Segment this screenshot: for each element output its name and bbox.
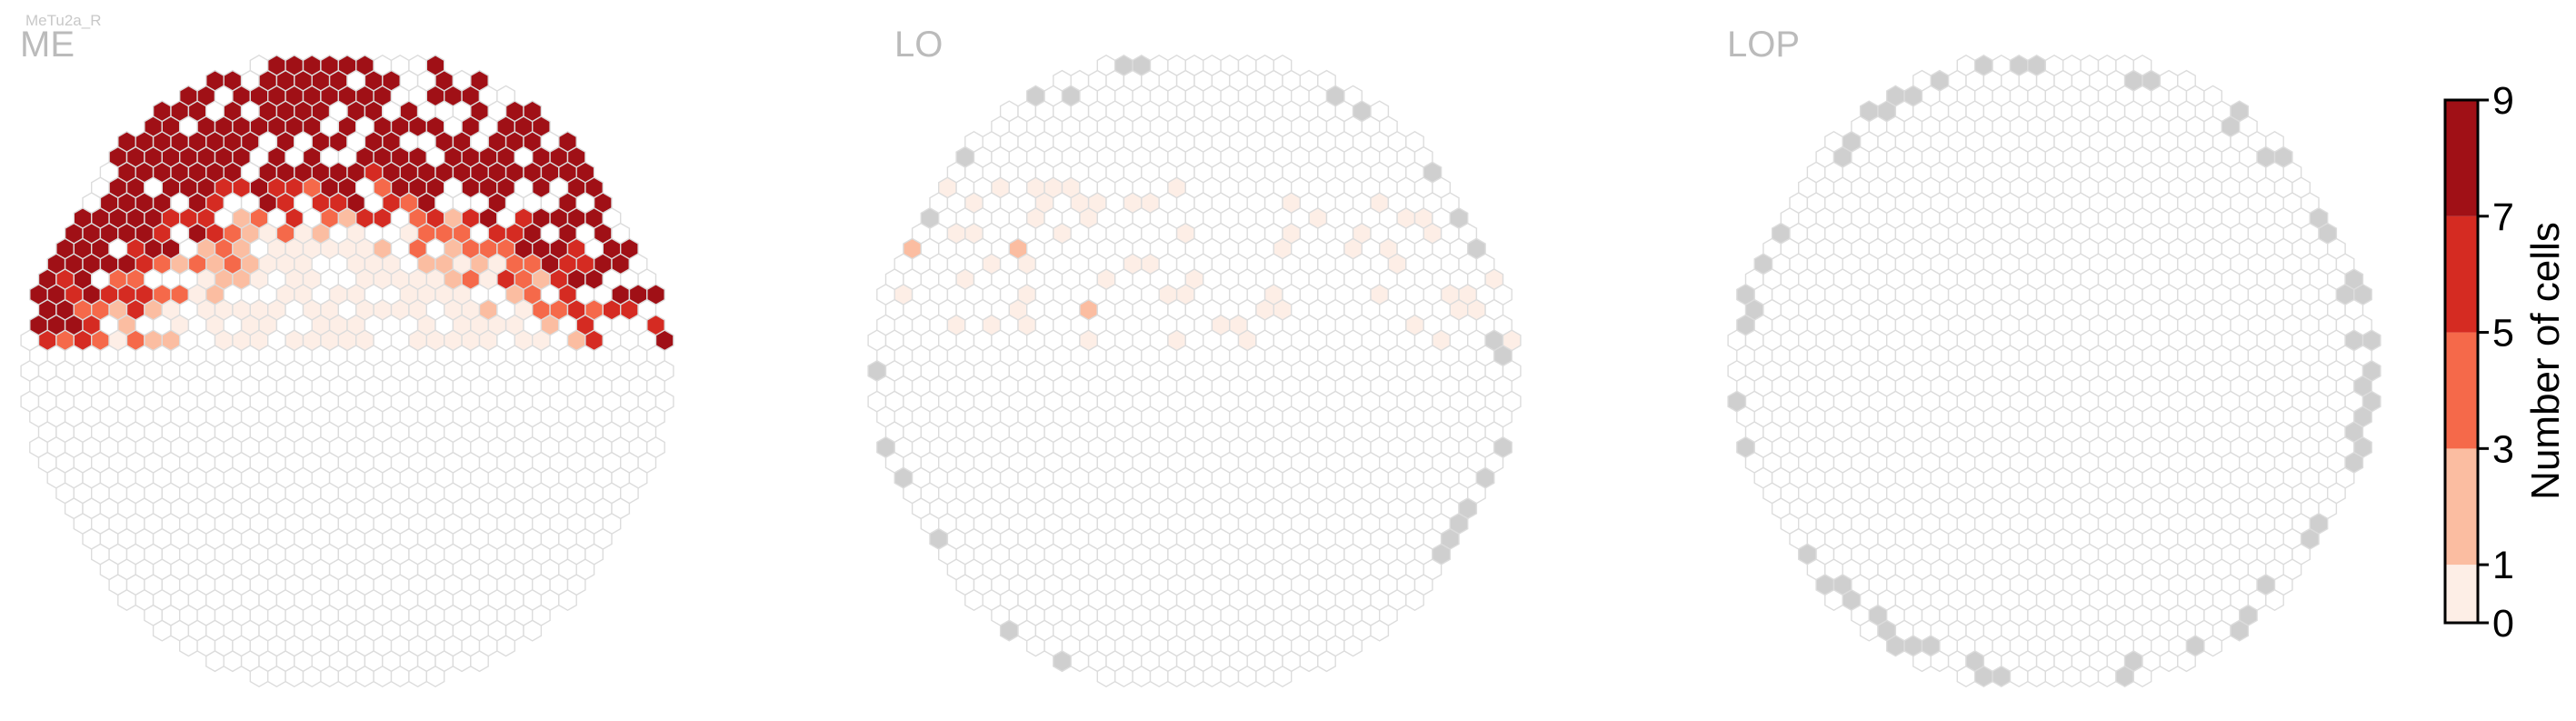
hex-cell-lo xyxy=(1053,650,1072,673)
hex-cell-lop xyxy=(1973,665,1993,688)
panel-lo: LO xyxy=(867,25,1522,688)
hex-cell-me xyxy=(523,619,543,642)
hex-cell-me xyxy=(558,588,577,612)
hex-cell-lo xyxy=(1317,650,1336,673)
hex-cell-lo xyxy=(1343,635,1363,657)
hex-cell-lo xyxy=(964,588,983,612)
colorbar-bin xyxy=(2445,100,2478,216)
hex-cell-lop xyxy=(2177,650,2196,673)
hex-cell-me xyxy=(425,665,445,688)
hex-cell-lop xyxy=(2009,665,2029,688)
hex-grid-lo xyxy=(867,54,1522,688)
hex-cell-lo xyxy=(1025,635,1045,657)
hex-cell-lo xyxy=(1299,650,1319,673)
panel-me: ME xyxy=(20,25,674,688)
hex-cell-me xyxy=(152,619,172,642)
hex-cell-lop xyxy=(2097,665,2117,688)
hex-cell-lop xyxy=(1992,665,2012,688)
hex-cell-me xyxy=(223,650,243,673)
hex-cell-me xyxy=(408,665,427,688)
hex-cell-me xyxy=(496,635,515,657)
hex-cell-lo xyxy=(1070,650,1090,673)
colorbar-label: Number of cells xyxy=(2523,222,2568,500)
hex-cell-me xyxy=(117,588,136,612)
hex-cell-lo xyxy=(1184,665,1204,688)
colorbar: 0 1 3 5 7 9 Number of cells xyxy=(2443,79,2568,646)
hex-cell-me xyxy=(249,665,269,688)
hex-cell-lo xyxy=(1255,665,1275,688)
hex-cell-lop xyxy=(2027,665,2047,688)
colorbar-tick-label: 5 xyxy=(2492,312,2514,355)
hex-cell-lo xyxy=(999,619,1019,642)
colorbar-bin xyxy=(2445,332,2478,449)
hex-cell-lop xyxy=(2265,588,2284,612)
colorbar-tick-label: 1 xyxy=(2492,544,2514,587)
hex-cell-me xyxy=(390,665,410,688)
hex-cell-lo xyxy=(1113,665,1133,688)
colorbar-tick-label: 9 xyxy=(2492,79,2514,123)
hex-cell-lo xyxy=(1237,665,1257,688)
hex-cell-me xyxy=(470,650,489,673)
colorbar-tick-label: 0 xyxy=(2492,602,2514,646)
hex-cell-me xyxy=(373,665,393,688)
panel-title-lo: LO xyxy=(894,25,943,65)
hex-cell-me xyxy=(285,665,305,688)
hex-cell-lop xyxy=(2203,635,2223,657)
hex-cell-lop xyxy=(1859,619,1879,642)
hex-cell-lo xyxy=(1220,665,1240,688)
hex-cell-lop xyxy=(2044,665,2064,688)
hex-cell-me xyxy=(205,650,225,673)
hex-cell-me xyxy=(302,665,322,688)
panel-lop: LOP xyxy=(1727,25,2381,688)
colorbar-bin xyxy=(2445,565,2478,623)
panel-title-lop: LOP xyxy=(1727,25,1800,65)
hex-cell-lop xyxy=(1824,588,1843,612)
hex-cell-lo xyxy=(1132,665,1152,688)
hex-cell-lo xyxy=(1149,665,1169,688)
hex-cell-lop xyxy=(2132,665,2152,688)
hex-cell-lo xyxy=(1370,619,1390,642)
hex-cell-lop xyxy=(1912,650,1932,673)
hex-grid-lop xyxy=(1727,54,2381,688)
hex-cell-lo xyxy=(1167,665,1187,688)
hex-cell-lop xyxy=(2230,619,2250,642)
hex-cell-lop xyxy=(2159,650,2179,673)
hex-cell-lo xyxy=(1202,665,1222,688)
hex-cell-lo xyxy=(1096,665,1116,688)
hex-cell-me xyxy=(320,665,339,688)
colorbar-ticks: 0 1 3 5 7 9 xyxy=(2478,79,2514,646)
hex-cell-lo xyxy=(1405,588,1424,612)
colorbar-bin xyxy=(2445,448,2478,566)
colorbar-bin xyxy=(2445,215,2478,333)
colorbar-bins xyxy=(2445,100,2478,623)
hex-cell-lop xyxy=(1930,650,1950,673)
hex-cell-lop xyxy=(2115,665,2135,688)
hex-cell-lop xyxy=(2080,665,2100,688)
hex-grid-me xyxy=(20,54,674,688)
hex-cell-lop xyxy=(1956,665,1976,688)
hex-cell-me xyxy=(337,665,357,688)
hex-cell-me xyxy=(355,665,374,688)
hex-cell-me xyxy=(452,650,472,673)
hex-cell-lop xyxy=(1885,635,1905,657)
hex-cell-me xyxy=(178,635,198,657)
figure-supertitle: MeTu2a_R xyxy=(25,12,101,29)
hex-cell-lo xyxy=(1273,665,1293,688)
colorbar-tick-label: 7 xyxy=(2492,195,2514,239)
colorbar-tick-label: 3 xyxy=(2492,427,2514,471)
hex-cell-me xyxy=(267,665,286,688)
hex-cell-lop xyxy=(2062,665,2082,688)
panel-title-me: ME xyxy=(20,25,75,65)
